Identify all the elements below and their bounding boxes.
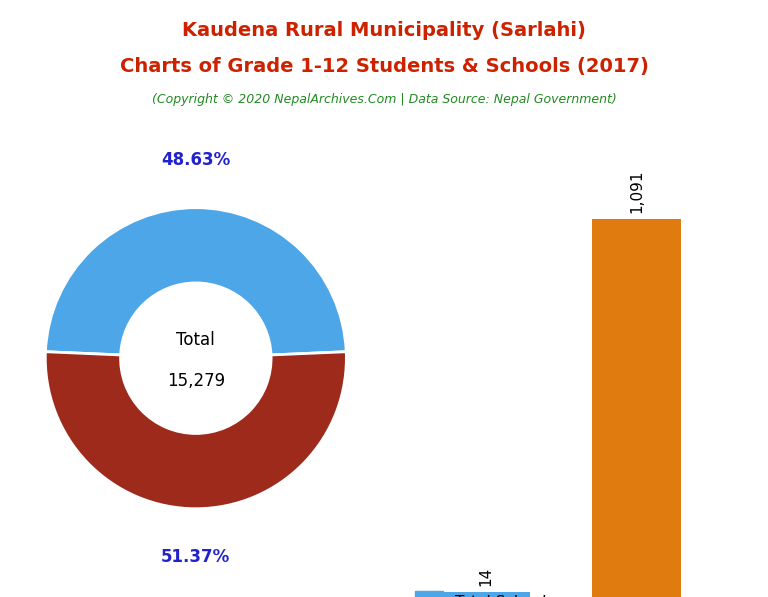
Text: 15,279: 15,279	[167, 372, 225, 390]
Text: 1,091: 1,091	[629, 170, 644, 213]
Text: 51.37%: 51.37%	[161, 548, 230, 566]
Legend: Total Schools, Students per School: Total Schools, Students per School	[410, 587, 614, 597]
Wedge shape	[45, 208, 346, 355]
Bar	[592, 220, 680, 597]
Text: Kaudena Rural Municipality (Sarlahi): Kaudena Rural Municipality (Sarlahi)	[182, 21, 586, 40]
Text: 48.63%: 48.63%	[161, 150, 230, 168]
Bar	[442, 592, 530, 597]
Text: 14: 14	[478, 567, 493, 586]
Text: Charts of Grade 1-12 Students & Schools (2017): Charts of Grade 1-12 Students & Schools …	[120, 57, 648, 76]
Text: Total: Total	[177, 331, 215, 349]
Wedge shape	[45, 352, 346, 509]
Text: (Copyright © 2020 NepalArchives.Com | Data Source: Nepal Government): (Copyright © 2020 NepalArchives.Com | Da…	[151, 93, 617, 106]
